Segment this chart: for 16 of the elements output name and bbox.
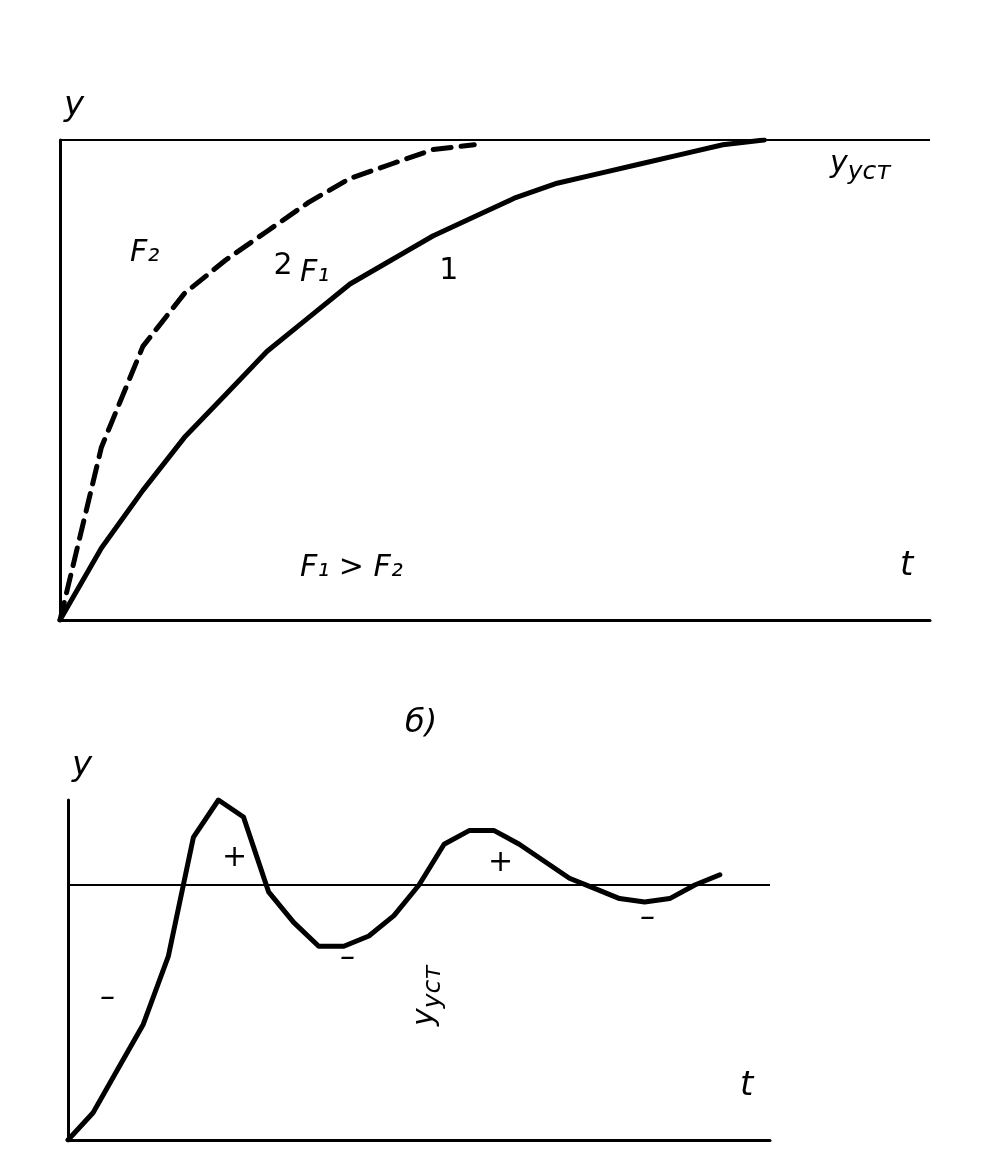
annotation: +	[222, 837, 248, 873]
annotation: F₁	[300, 252, 330, 288]
annotation: –	[640, 897, 655, 933]
ref-line-label: y$_{уст}$	[830, 144, 891, 185]
series-label: 1	[439, 251, 459, 286]
annotation: F₂	[130, 232, 160, 268]
series-label: 2	[273, 246, 293, 282]
annotation: –	[340, 937, 355, 973]
x-axis-title: t	[900, 543, 915, 583]
annotation: +	[488, 842, 514, 878]
x-axis-title: t	[740, 1063, 755, 1103]
chart-title: б)	[405, 702, 438, 740]
annotation: F₁ > F₂	[300, 547, 403, 583]
y-axis-title: y	[63, 83, 85, 123]
y-axis-title: y	[71, 743, 93, 783]
annotation: –	[100, 977, 115, 1013]
